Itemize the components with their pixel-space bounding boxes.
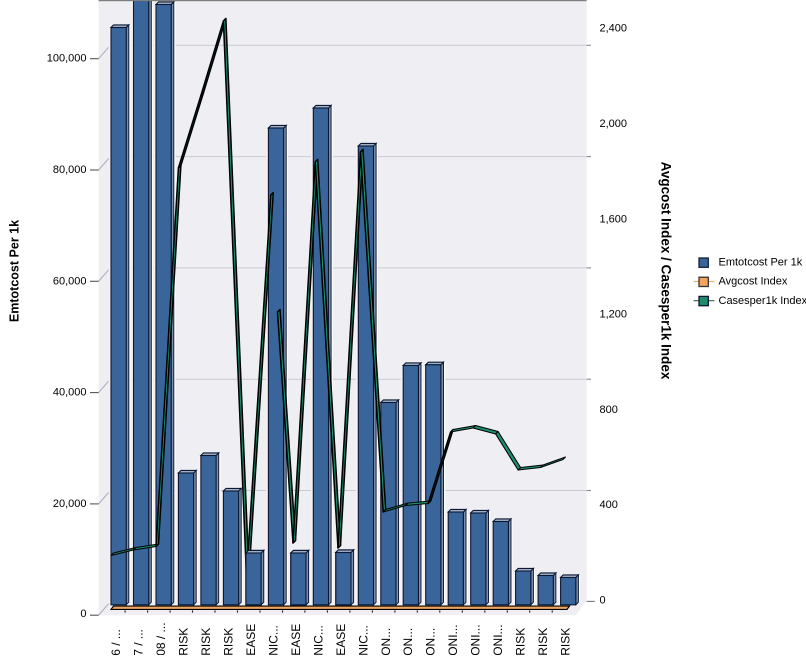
- svg-text:Avgcost Index / Casesper1k Ind: Avgcost Index / Casesper1k Index: [659, 162, 674, 380]
- svg-text:EASE: EASE: [289, 624, 303, 655]
- svg-text:ON...: ON...: [379, 628, 393, 655]
- svg-text:NIC...: NIC...: [266, 625, 280, 655]
- svg-text:Casesper1k Index: Casesper1k Index: [719, 295, 806, 307]
- svg-text:20,000: 20,000: [53, 498, 87, 510]
- svg-text:2,400: 2,400: [600, 23, 628, 35]
- svg-text:800: 800: [600, 404, 618, 416]
- svg-text:Avgcost Index: Avgcost Index: [719, 276, 788, 288]
- svg-text:RISK: RISK: [559, 628, 573, 655]
- svg-text:6 / ...: 6 / ...: [109, 629, 123, 655]
- svg-text:RISK: RISK: [514, 628, 528, 655]
- svg-text:1,600: 1,600: [600, 213, 628, 225]
- svg-text:Emtotcost Per 1k: Emtotcost Per 1k: [719, 257, 803, 269]
- svg-text:60,000: 60,000: [53, 275, 87, 287]
- svg-text:EASE: EASE: [334, 624, 348, 655]
- svg-text:0: 0: [600, 595, 606, 607]
- svg-text:RISK: RISK: [199, 628, 213, 655]
- svg-text:100,000: 100,000: [47, 53, 87, 65]
- svg-text:ON...: ON...: [401, 628, 415, 655]
- svg-text:ON...: ON...: [424, 628, 438, 655]
- svg-text:NIC...: NIC...: [311, 625, 325, 655]
- svg-text:Emtotcost Per 1k: Emtotcost Per 1k: [8, 220, 22, 322]
- svg-text:RISK: RISK: [221, 628, 235, 655]
- svg-text:0: 0: [80, 608, 86, 620]
- svg-text:7 / ...: 7 / ...: [132, 629, 146, 655]
- svg-text:40,000: 40,000: [53, 387, 87, 399]
- svg-text:1,200: 1,200: [600, 309, 628, 321]
- svg-text:EASE: EASE: [244, 624, 258, 655]
- svg-text:2,000: 2,000: [600, 118, 628, 130]
- svg-text:RISK: RISK: [176, 628, 190, 655]
- svg-text:NIC...: NIC...: [356, 625, 370, 655]
- svg-text:08 / ...: 08 / ...: [154, 622, 168, 655]
- svg-text:400: 400: [600, 499, 618, 511]
- svg-text:ONI...: ONI...: [491, 624, 505, 655]
- svg-text:ONI...: ONI...: [446, 624, 460, 655]
- svg-text:RISK: RISK: [536, 628, 550, 655]
- svg-text:ONI...: ONI...: [469, 624, 483, 655]
- svg-text:80,000: 80,000: [53, 164, 87, 176]
